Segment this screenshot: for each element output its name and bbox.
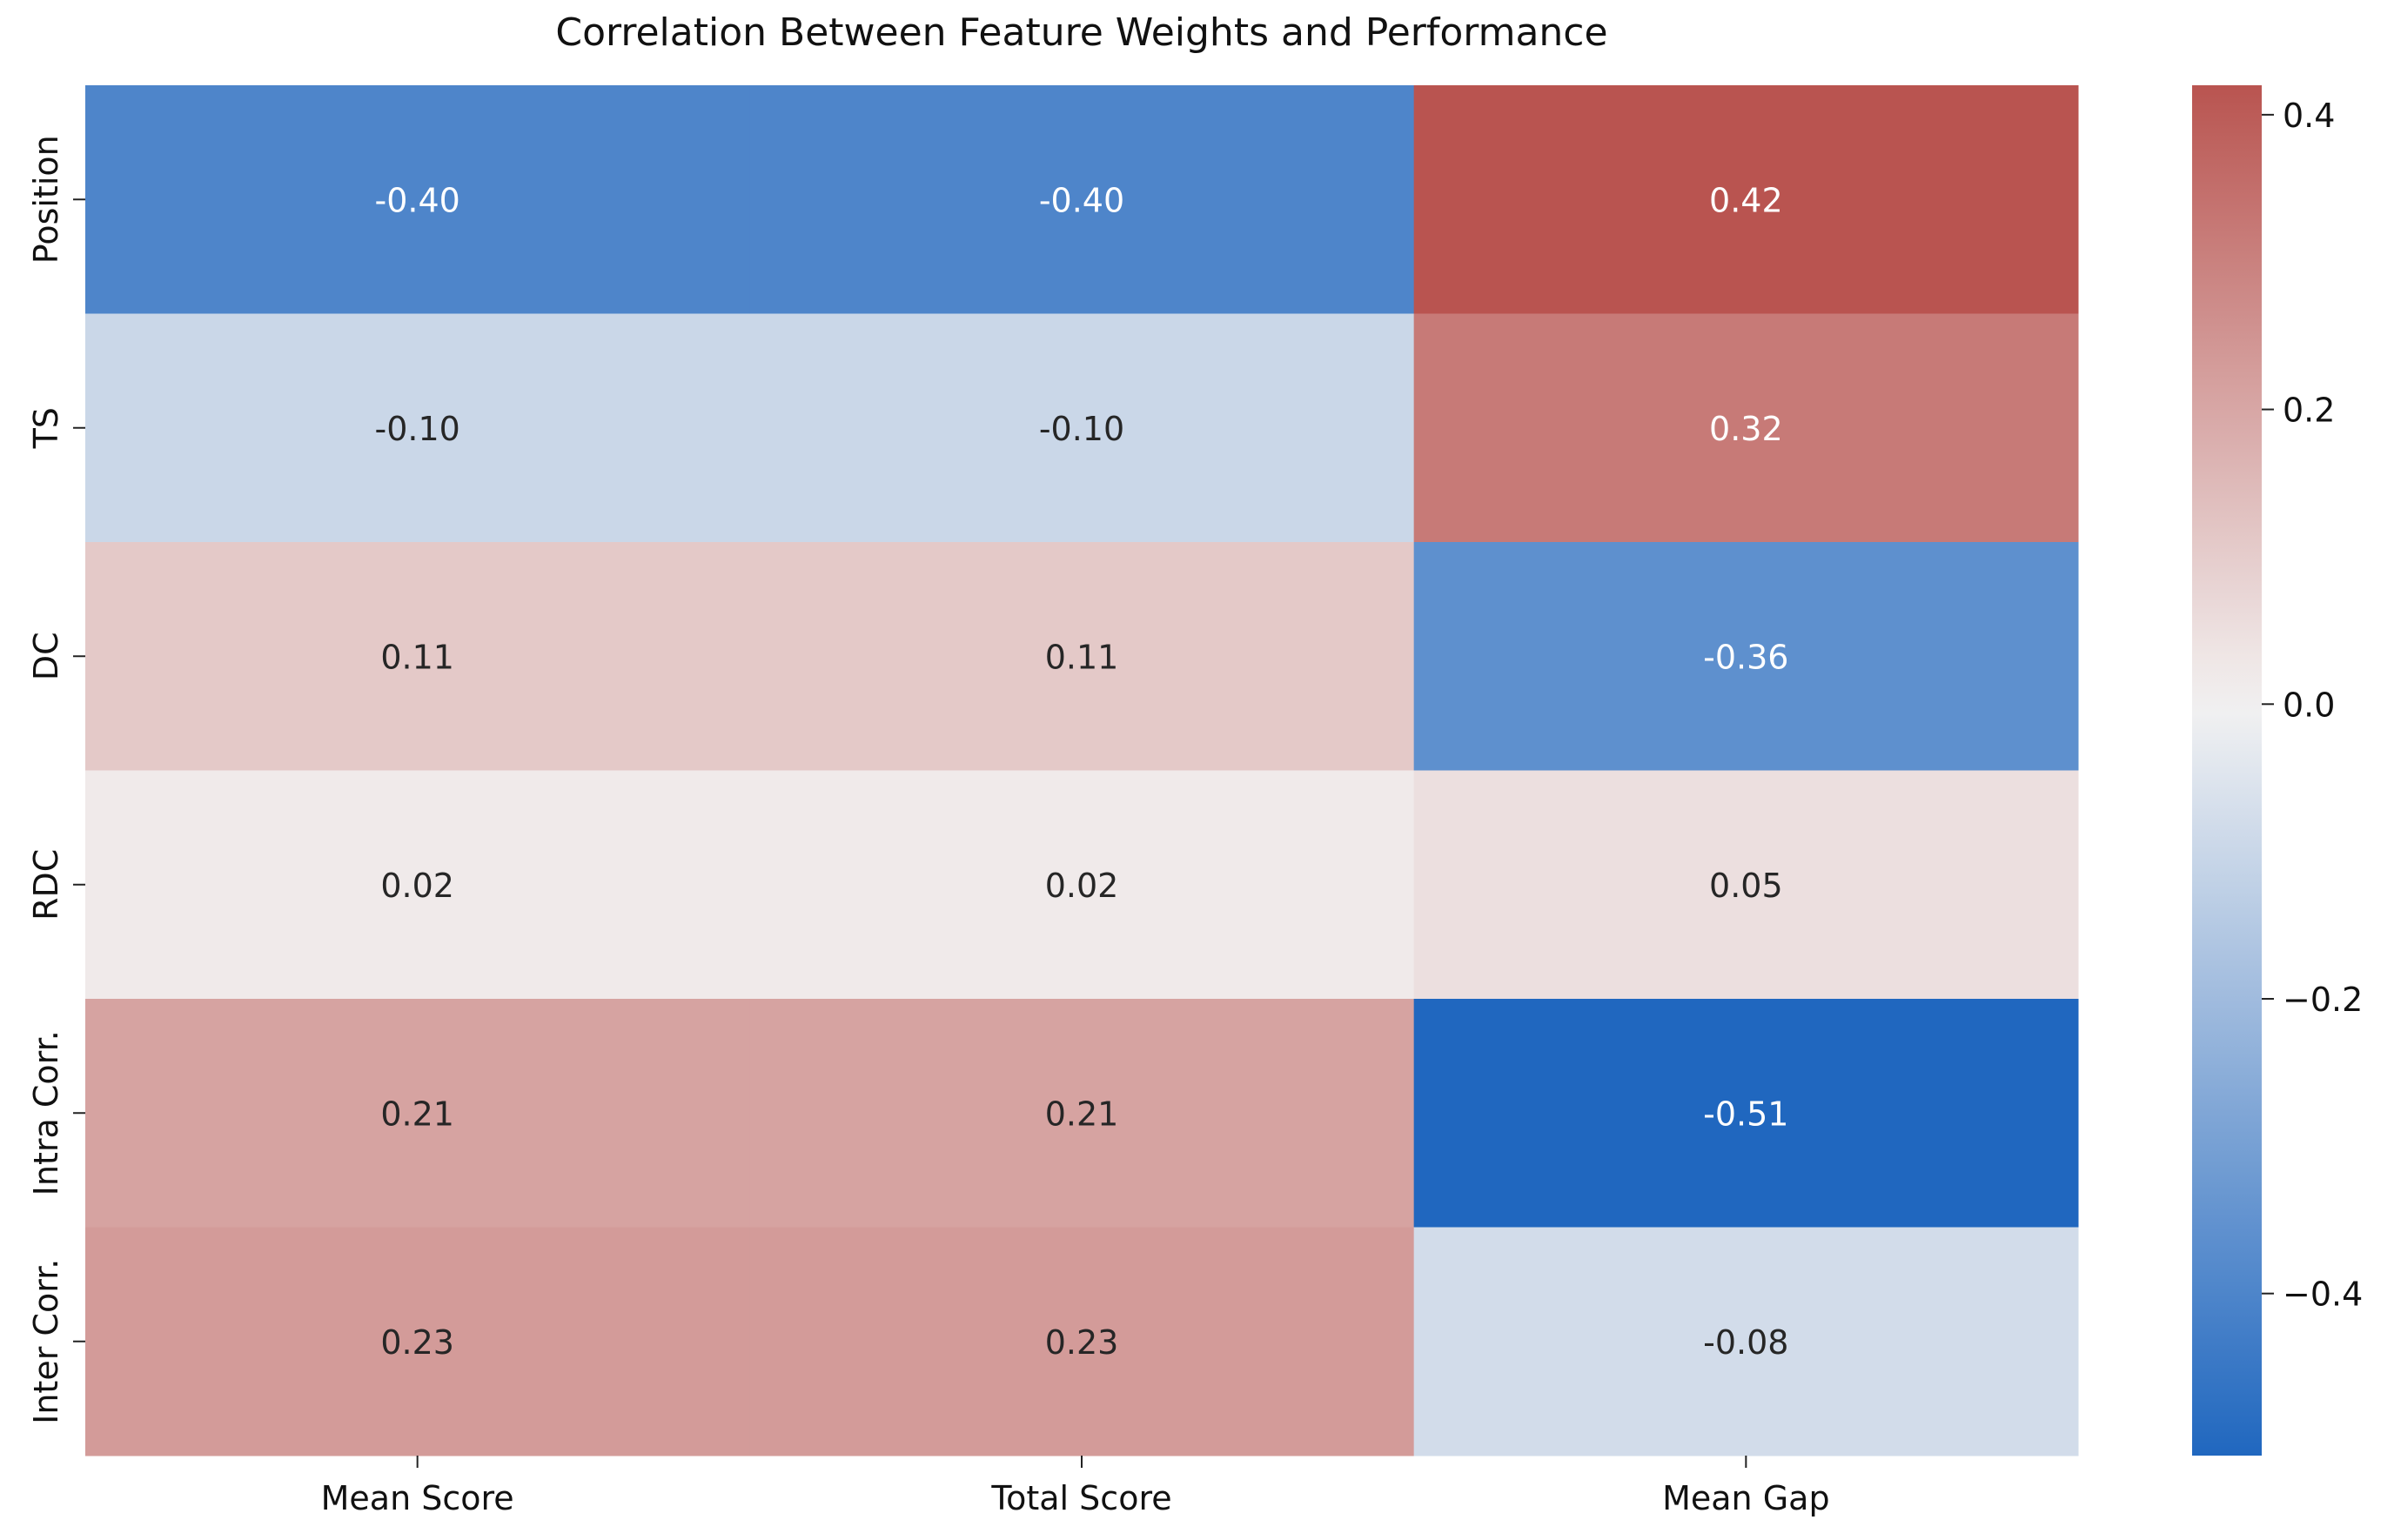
heatmap-cell [1413, 313, 2079, 543]
y-tick-label: Position [27, 135, 65, 264]
heatmap-cell [1413, 770, 2079, 1000]
cell-value-label: -0.10 [1039, 410, 1124, 448]
heatmap-cell [1413, 85, 2079, 314]
cell-value-label: -0.36 [1703, 638, 1788, 676]
cell-value-label: 0.02 [1045, 867, 1119, 905]
heatmap-cell [1413, 999, 2079, 1228]
x-axis: Mean Score Total Score Mean Gap [321, 1456, 1830, 1517]
cell-value-label: 0.21 [1045, 1095, 1119, 1133]
colorbar-tick-label: 0.2 [2283, 392, 2335, 430]
cell-value-label: 0.02 [380, 867, 454, 905]
heatmap-cell [1413, 1227, 2079, 1456]
colorbar-tick-label: −0.2 [2283, 981, 2363, 1019]
chart-title: Correlation Between Feature Weights and … [555, 10, 1607, 55]
colorbar: 0.4 0.2 0.0 −0.2 −0.4 [2192, 85, 2363, 1456]
cell-value-label: 0.42 [1709, 181, 1783, 219]
y-tick-label: TS [27, 407, 65, 449]
colorbar-tick-label: 0.4 [2283, 97, 2335, 135]
heatmap-cell [85, 1227, 750, 1456]
cell-value-label: 0.32 [1709, 410, 1783, 448]
heatmap-cell [749, 542, 1415, 771]
y-tick-label: Intra Corr. [27, 1030, 65, 1195]
heatmap-cell [749, 1227, 1415, 1456]
heatmap-cell [85, 999, 750, 1228]
heatmap-cell [749, 770, 1415, 1000]
heatmap-cell [85, 542, 750, 771]
cell-value-label: -0.40 [1039, 181, 1124, 219]
y-tick-label: DC [27, 632, 65, 680]
cell-value-label: 0.23 [1045, 1323, 1119, 1362]
heatmap-cell [749, 999, 1415, 1228]
y-tick-label: RDC [27, 849, 65, 921]
cell-value-label: 0.23 [380, 1323, 454, 1362]
y-tick-label: Inter Corr. [27, 1259, 65, 1424]
colorbar-gradient [2192, 85, 2262, 1456]
heatmap-cell [749, 313, 1415, 543]
heatmap-cell [85, 313, 750, 543]
cell-value-label: 0.11 [1045, 638, 1119, 676]
x-tick-label: Total Score [990, 1479, 1171, 1517]
colorbar-ticks: 0.4 0.2 0.0 −0.2 −0.4 [2262, 97, 2363, 1314]
x-tick-label: Mean Gap [1662, 1479, 1829, 1517]
heatmap-cell [85, 85, 750, 314]
cell-value-label: -0.08 [1703, 1323, 1788, 1362]
heatmap-cell-labels: -0.40 -0.40 0.42 -0.10 -0.10 0.32 0.11 0.11 -0.3… [375, 181, 1789, 1362]
heatmap-cells [85, 85, 2079, 1456]
cell-value-label: -0.10 [375, 410, 460, 448]
heatmap-cell [85, 770, 750, 1000]
cell-value-label: -0.40 [375, 181, 460, 219]
cell-value-label: -0.51 [1703, 1095, 1788, 1133]
x-tick-label: Mean Score [321, 1479, 514, 1517]
cell-value-label: 0.11 [380, 638, 454, 676]
cell-value-label: 0.21 [380, 1095, 454, 1133]
heatmap-cell [749, 85, 1415, 314]
heatmap-cell [1413, 542, 2079, 771]
colorbar-tick-label: −0.4 [2283, 1276, 2363, 1314]
y-axis: Position TS DC RDC Intra Corr. Inter Corr. [27, 135, 85, 1424]
colorbar-tick-label: 0.0 [2283, 686, 2335, 724]
cell-value-label: 0.05 [1709, 867, 1783, 905]
